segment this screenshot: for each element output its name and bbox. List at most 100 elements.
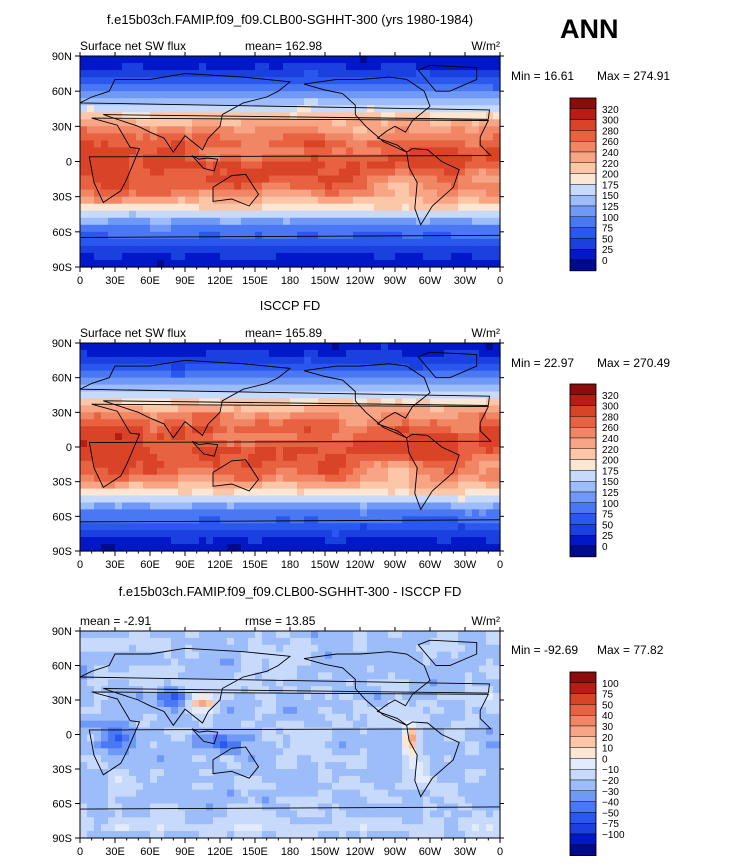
map-cell [101,631,109,639]
map-cell [269,370,277,379]
map-cell [311,182,319,191]
map-cell [416,182,424,191]
map-cell [185,175,193,184]
map-cell [465,706,473,715]
min-label: Min = 22.97 [511,356,574,370]
map-cell [304,474,312,483]
map-cell [486,370,494,379]
map-cell [213,161,221,170]
map-cell [276,686,284,694]
map-cell [87,56,95,64]
map-cell [143,488,151,497]
map-cell [381,56,389,64]
map-cell [416,637,424,646]
map-cell [472,488,480,497]
map-cell [360,426,368,434]
map-cell [185,224,193,233]
map-cell [283,343,291,351]
map-cell [276,544,284,552]
map-cell [311,245,319,254]
map-cell [297,748,305,756]
map-cell [199,405,207,413]
map-cell [472,453,480,462]
map-cell [381,693,389,701]
map-cell [388,672,396,680]
map-cell [87,210,95,219]
map-cell [206,91,214,99]
map-cell [367,224,375,233]
map-cell [199,644,207,653]
map-cell [122,370,130,379]
map-cell [395,637,403,646]
map-cell [297,495,305,504]
map-cell [171,252,179,261]
map-cell [122,686,130,694]
map-cell [318,91,326,99]
map-cell [108,189,116,198]
map-cell [423,440,431,448]
map-cell [402,727,410,736]
map-cell [157,384,165,393]
map-cell [381,495,389,504]
map-cell [108,693,116,701]
map-cell [255,755,263,763]
map-cell [87,384,95,393]
map-cell [283,203,291,212]
map-cell [472,412,480,420]
map-cell [360,658,368,667]
map-cell [241,126,249,134]
map-cell [367,440,375,448]
map-cell [150,447,158,455]
map-cell [101,77,109,85]
map-cell [157,672,165,680]
map-cell [381,530,389,538]
map-cell [402,112,410,120]
map-cell [192,349,200,358]
map-cell [437,70,445,78]
map-cell [234,713,242,722]
map-cell [192,133,200,141]
map-cell [94,488,102,497]
map-cell [255,727,263,736]
map-cell [87,245,95,254]
map-cell [206,631,214,639]
map-cell [199,516,207,524]
map-cell [423,530,431,538]
map-cell [276,84,284,92]
map-cell [213,727,221,736]
map-cell [381,238,389,247]
map-cell [178,509,186,517]
map-cell [269,363,277,372]
map-cell [227,154,235,163]
map-cell [353,384,361,393]
map-cell [486,133,494,141]
map-cell [262,665,270,673]
map-cell [150,686,158,694]
map-cell [248,210,256,219]
map-cell [479,419,487,427]
map-cell [171,356,179,365]
map-cell [430,126,438,134]
map-cell [381,63,389,71]
map-cell [136,343,144,351]
map-cell [269,84,277,92]
map-cell [458,133,466,141]
map-cell [353,203,361,212]
map-cell [262,755,270,763]
map-cell [374,453,382,462]
map-cell [185,343,193,351]
variable-label: Surface net SW flux [80,326,186,340]
map-cell [388,544,396,552]
map-cell [262,259,270,268]
map-cell [80,672,88,680]
map-cell [199,70,207,78]
map-cell [143,727,151,736]
map-cell [346,672,354,680]
map-cell [164,356,172,365]
map-cell [381,447,389,455]
map-cell [101,686,109,694]
map-cell [157,140,165,149]
map-cell [199,343,207,351]
map-cell [262,706,270,715]
map-cell [346,133,354,141]
